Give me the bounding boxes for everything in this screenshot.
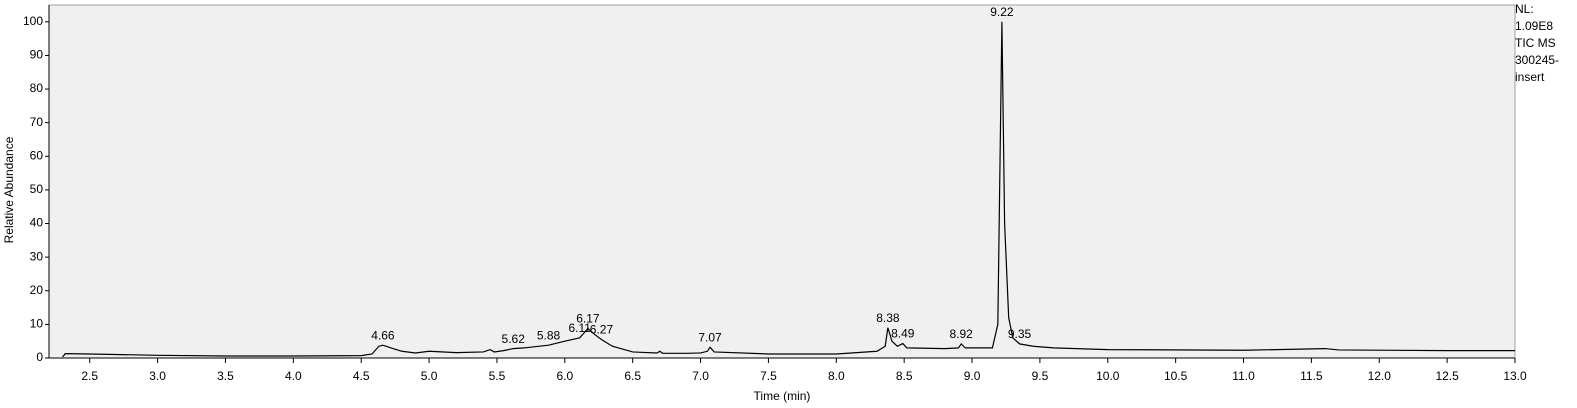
x-tick-label: 12.0 xyxy=(1368,369,1392,383)
y-tick-label: 100 xyxy=(23,14,43,28)
y-tick-label: 70 xyxy=(30,115,44,129)
y-tick-label: 10 xyxy=(30,317,44,331)
info-text: TIC MS xyxy=(1515,36,1556,50)
x-tick-label: 12.5 xyxy=(1435,369,1459,383)
peak-label: 5.62 xyxy=(502,332,526,346)
peak-label: 6.11 xyxy=(569,321,592,335)
peak-label: 5.88 xyxy=(537,328,561,342)
peak-label: 4.66 xyxy=(371,328,395,342)
x-tick-label: 8.0 xyxy=(828,369,845,383)
x-tick-label: 3.5 xyxy=(217,369,234,383)
peak-label: 8.92 xyxy=(949,327,973,341)
info-text: 300245- xyxy=(1515,53,1559,67)
x-tick-label: 7.0 xyxy=(692,369,709,383)
peak-label: 6.17 xyxy=(576,312,600,326)
trace xyxy=(62,21,1515,358)
y-tick-label: 20 xyxy=(30,283,44,297)
peak-label: 9.35 xyxy=(1008,327,1032,341)
peak-label: 8.38 xyxy=(876,311,900,325)
y-tick-label: 40 xyxy=(30,216,44,230)
peak-label: 8.49 xyxy=(891,327,915,341)
x-tick-label: 4.5 xyxy=(353,369,370,383)
x-tick-label: 10.0 xyxy=(1096,369,1120,383)
y-tick-label: 90 xyxy=(30,48,44,62)
y-tick-label: 50 xyxy=(30,182,44,196)
y-axis-label: Relative Abundance xyxy=(2,136,16,243)
x-tick-label: 5.0 xyxy=(421,369,438,383)
x-tick-label: 11.0 xyxy=(1232,369,1255,383)
peak-label: 7.07 xyxy=(698,330,722,344)
x-tick-label: 3.0 xyxy=(149,369,166,383)
x-tick-label: 5.5 xyxy=(489,369,506,383)
x-axis-label: Time (min) xyxy=(754,389,811,403)
x-tick-label: 6.0 xyxy=(556,369,573,383)
y-tick-label: 30 xyxy=(30,249,44,263)
peak-label: 6.27 xyxy=(590,323,614,337)
info-text: insert xyxy=(1515,70,1545,84)
y-tick-label: 0 xyxy=(36,350,43,364)
info-text: NL: xyxy=(1515,2,1534,16)
x-tick-label: 2.5 xyxy=(81,369,98,383)
peak-label: 9.22 xyxy=(990,5,1014,19)
x-tick-label: 4.0 xyxy=(285,369,302,383)
x-tick-label: 11.5 xyxy=(1300,369,1323,383)
x-tick-label: 6.5 xyxy=(624,369,641,383)
x-tick-label: 7.5 xyxy=(760,369,777,383)
x-tick-label: 10.5 xyxy=(1164,369,1188,383)
y-tick-label: 60 xyxy=(30,148,44,162)
y-tick-label: 80 xyxy=(30,81,44,95)
x-tick-label: 8.5 xyxy=(896,369,913,383)
x-tick-label: 13.0 xyxy=(1503,369,1527,383)
x-tick-label: 9.0 xyxy=(964,369,981,383)
info-text: 1.09E8 xyxy=(1515,19,1553,33)
x-tick-label: 9.5 xyxy=(1032,369,1049,383)
plot-area xyxy=(48,4,1516,359)
